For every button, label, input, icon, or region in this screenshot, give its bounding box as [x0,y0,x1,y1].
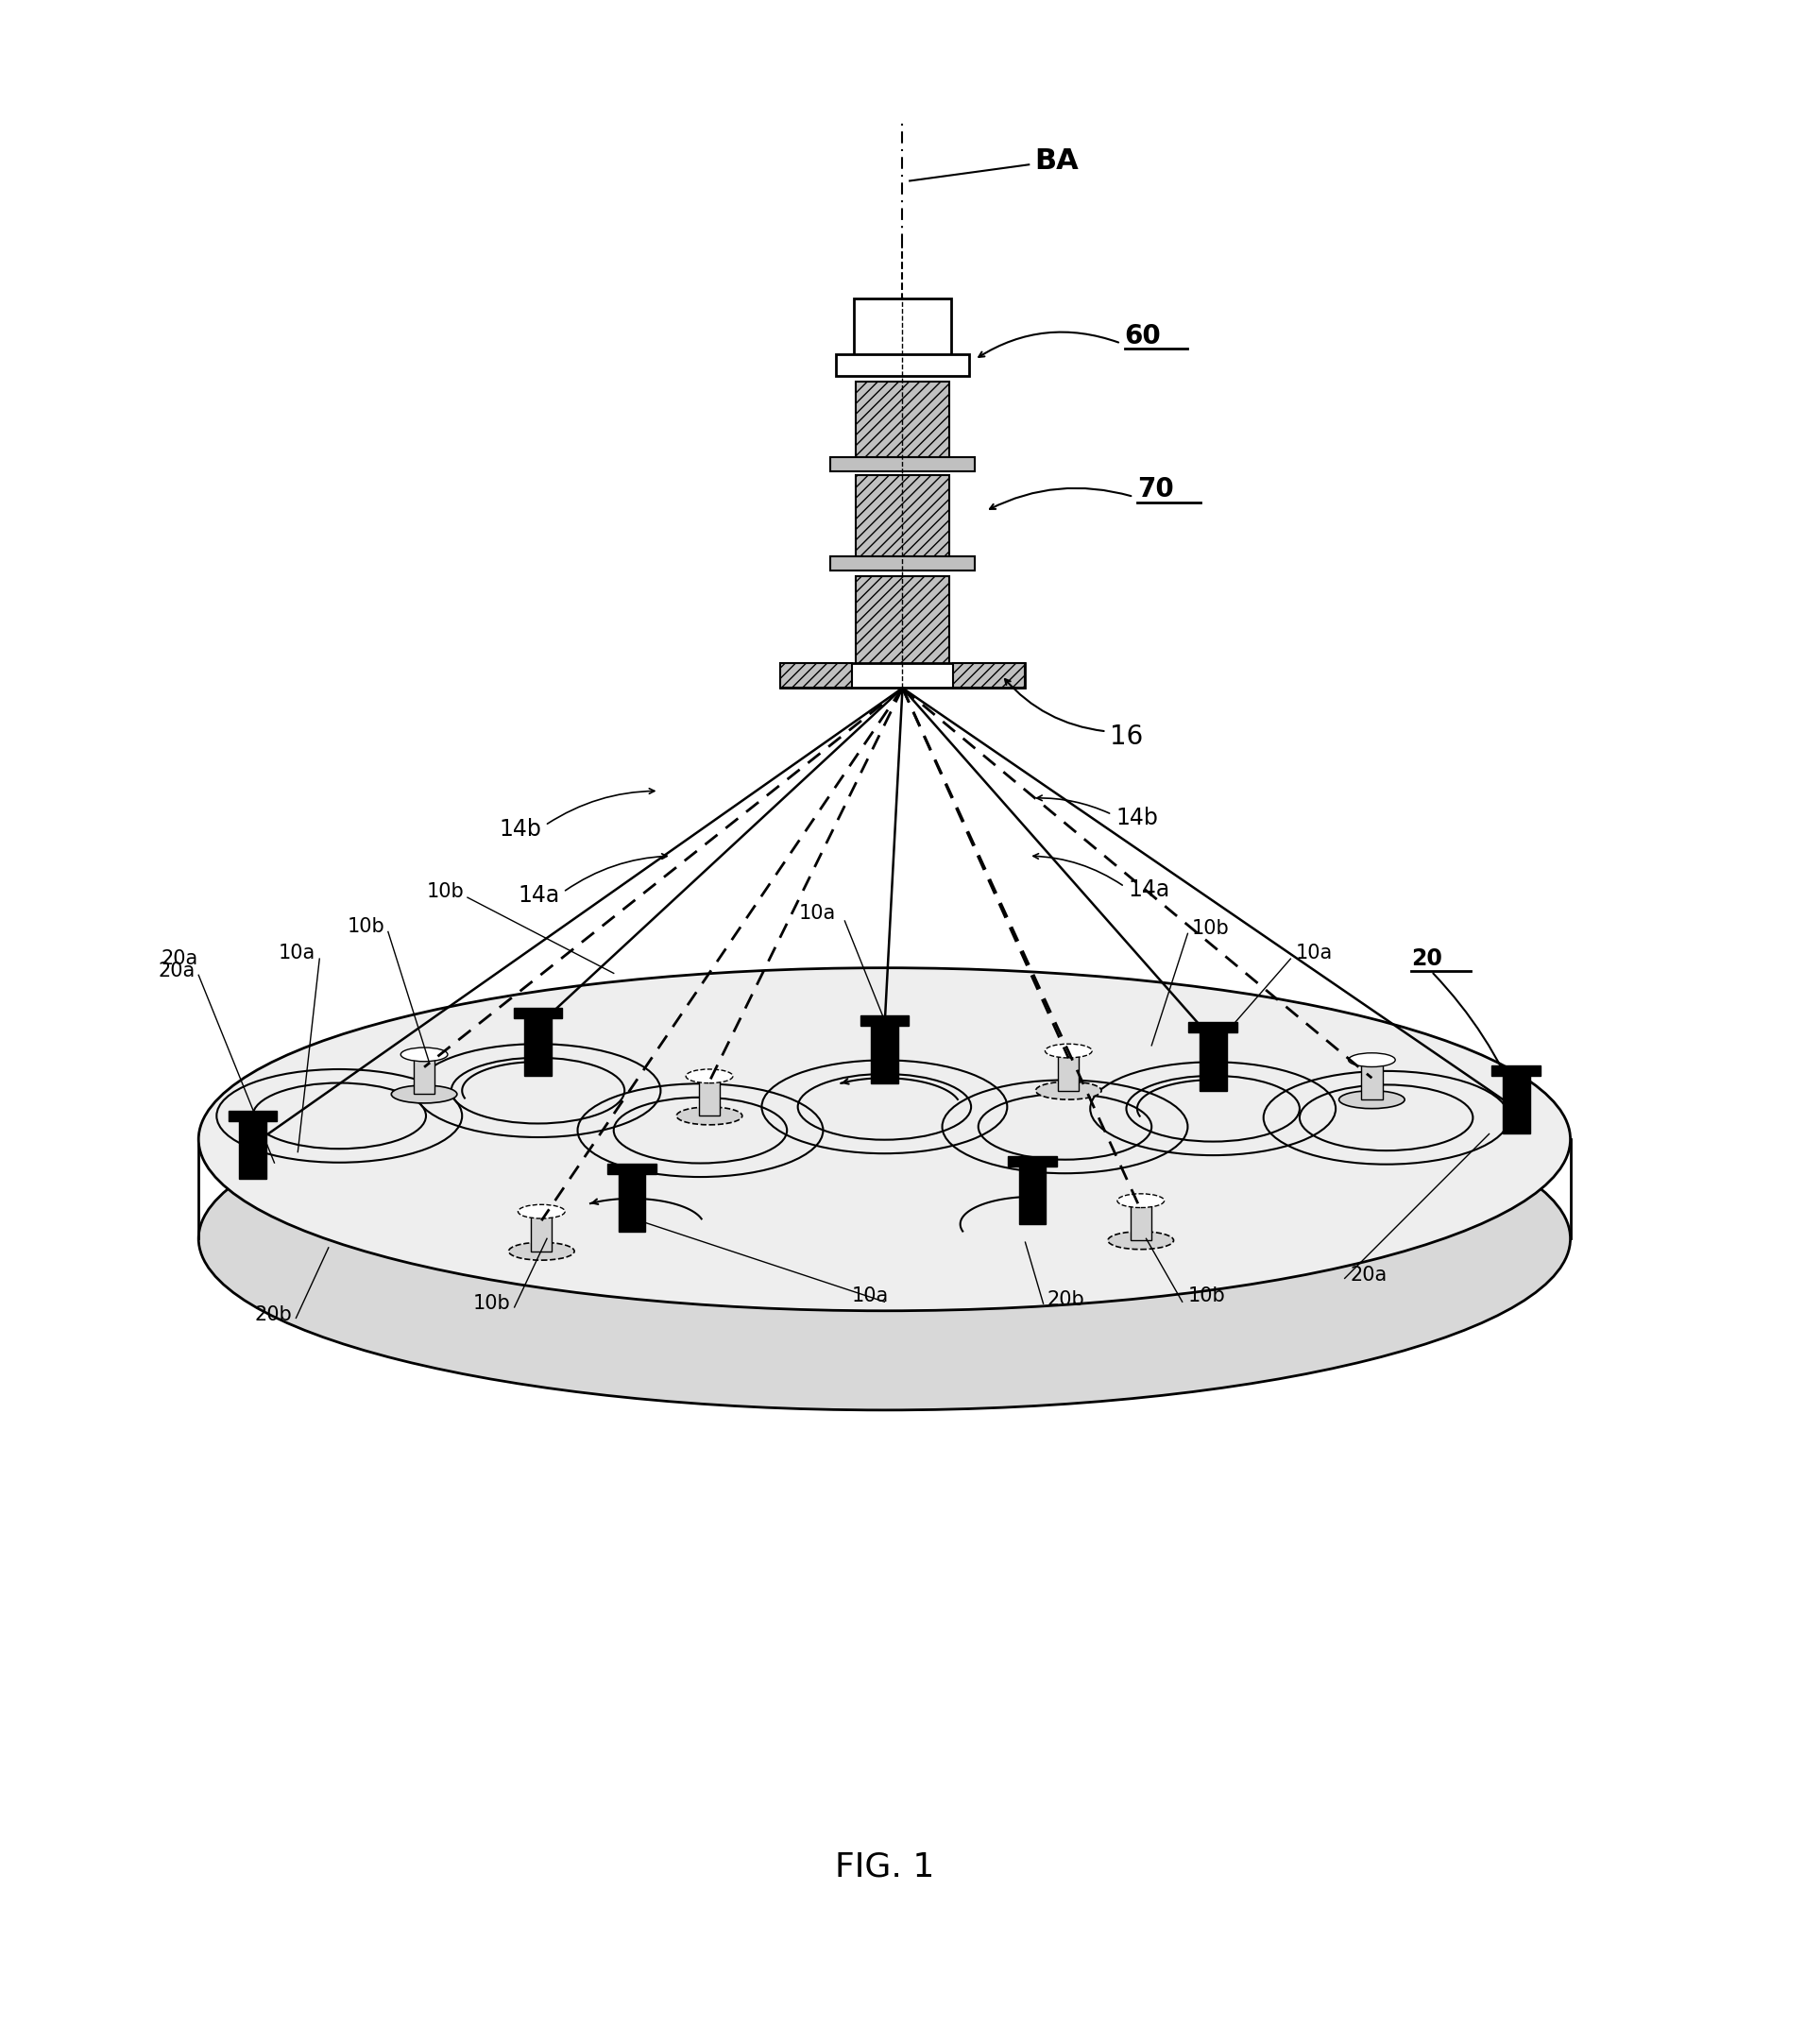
Bar [953,662,1025,689]
Bar [1361,1061,1383,1100]
Ellipse shape [1108,1230,1173,1249]
Ellipse shape [509,1243,574,1261]
Ellipse shape [686,1069,733,1083]
Ellipse shape [518,1204,565,1218]
Ellipse shape [1348,1053,1395,1067]
Text: 10b: 10b [1191,918,1229,938]
Text: 10b: 10b [347,918,384,936]
Bar [699,1075,720,1116]
Ellipse shape [1036,1081,1101,1100]
Bar [617,1173,646,1230]
Text: 20b: 20b [1047,1290,1085,1310]
Ellipse shape [1045,1044,1092,1059]
Bar [227,1110,278,1122]
Bar [856,576,949,666]
Bar [1130,1200,1152,1241]
Ellipse shape [199,1067,1570,1410]
Text: 10a: 10a [278,944,316,963]
Text: 20a: 20a [157,963,195,981]
Ellipse shape [1117,1194,1164,1208]
Bar [238,1122,267,1179]
Text: 10a: 10a [1296,944,1334,963]
Text: 14b: 14b [1115,807,1157,830]
Bar [1502,1075,1529,1134]
Bar [830,458,975,472]
Text: 10b: 10b [1188,1288,1226,1306]
Text: 10a: 10a [800,903,836,924]
Text: 20a: 20a [161,948,199,969]
Text: FIG. 1: FIG. 1 [834,1850,935,1883]
Bar [854,298,951,358]
Bar [856,382,949,462]
Bar [859,1016,908,1026]
Bar [523,1018,551,1075]
Bar [413,1055,435,1094]
Text: BA: BA [1034,147,1078,174]
Bar [856,474,949,562]
Text: 70: 70 [1137,476,1173,503]
Bar [870,1026,897,1083]
Text: 14b: 14b [500,818,542,840]
Bar [836,354,969,376]
Ellipse shape [401,1047,448,1061]
Bar [1491,1065,1541,1075]
Bar [513,1008,563,1018]
Bar [1007,1157,1056,1167]
Bar [830,556,975,570]
Text: 10b: 10b [473,1294,511,1312]
Text: 16: 16 [1110,724,1143,750]
Bar [1058,1051,1079,1091]
Ellipse shape [1339,1091,1404,1108]
Ellipse shape [392,1085,457,1104]
Text: 14a: 14a [1128,879,1170,901]
Bar [606,1163,655,1173]
Bar [780,662,852,689]
Bar [1188,1022,1238,1032]
Bar [1200,1032,1227,1091]
Text: 20a: 20a [1350,1265,1388,1284]
Text: 20b: 20b [255,1304,292,1325]
Text: 10b: 10b [426,883,464,901]
Bar [531,1212,552,1251]
Ellipse shape [677,1108,742,1124]
Text: 20: 20 [1412,948,1442,971]
Ellipse shape [199,969,1570,1310]
Text: 60: 60 [1125,323,1161,350]
Bar [780,662,1025,689]
Text: 14a: 14a [518,885,560,908]
Bar [1018,1167,1045,1224]
Text: 10a: 10a [852,1288,888,1306]
